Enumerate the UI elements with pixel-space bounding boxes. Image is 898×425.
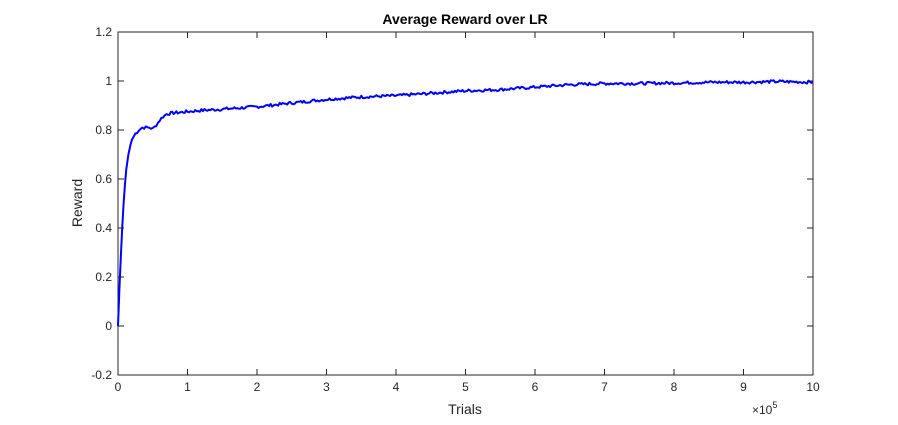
x-tick-label: 9 <box>740 380 747 394</box>
reward-series-line <box>117 79 814 327</box>
x-tick-label: 0 <box>115 380 122 394</box>
y-tick-label: 0.4 <box>95 221 112 235</box>
y-tick-label: 1.2 <box>95 25 112 39</box>
x-axis-ticks: 0 1 2 3 4 5 6 7 8 9 10 <box>115 32 820 394</box>
y-tick-label: -0.2 <box>91 368 112 382</box>
x-exponent-label: ×105 <box>752 400 777 417</box>
x-tick-label: 7 <box>601 380 608 394</box>
x-tick-label: 2 <box>254 380 261 394</box>
x-tick-label: 3 <box>323 380 330 394</box>
x-tick-label: 4 <box>393 380 400 394</box>
y-tick-label: 1 <box>105 74 112 88</box>
plot-area <box>117 31 814 376</box>
y-tick-label: 0 <box>105 319 112 333</box>
x-axis-label: Trials <box>448 401 482 417</box>
y-tick-label: 0.6 <box>95 172 112 186</box>
x-tick-label: 8 <box>671 380 678 394</box>
y-axis-label: Reward <box>69 179 85 227</box>
x-tick-label: 10 <box>806 380 820 394</box>
x-tick-label: 5 <box>462 380 469 394</box>
chart-title: Average Reward over LR <box>382 11 547 27</box>
y-axis-ticks: -0.2 0 0.2 0.4 0.6 0.8 1 1.2 <box>91 25 813 382</box>
x-tick-label: 1 <box>184 380 191 394</box>
y-tick-label: 0.8 <box>95 123 112 137</box>
x-tick-label: 6 <box>532 380 539 394</box>
y-tick-label: 0.2 <box>95 270 112 284</box>
